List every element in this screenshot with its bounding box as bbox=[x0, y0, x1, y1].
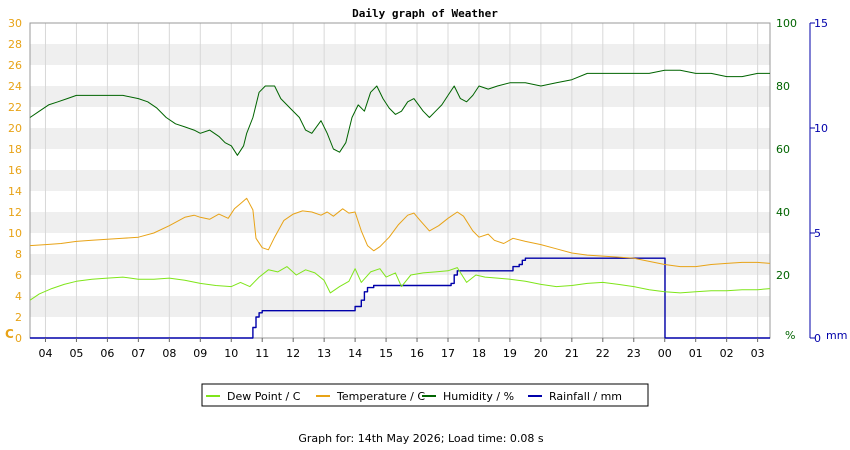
x-tick-label: 04 bbox=[38, 347, 52, 360]
humidity-tick-label: 60 bbox=[776, 143, 790, 156]
left-tick-label: 6 bbox=[15, 269, 22, 282]
legend-label-humidity: Humidity / % bbox=[443, 390, 514, 403]
footer-text: Graph for: 14th May 2026; Load time: 0.0… bbox=[298, 432, 544, 445]
plot-band bbox=[30, 296, 770, 317]
plot-band bbox=[30, 317, 770, 338]
x-tick-label: 13 bbox=[317, 347, 331, 360]
plot-band bbox=[30, 65, 770, 86]
x-tick-label: 05 bbox=[69, 347, 83, 360]
x-tick-label: 19 bbox=[503, 347, 517, 360]
plot-band bbox=[30, 44, 770, 65]
humidity-series-line bbox=[29, 69, 770, 156]
left-tick-label: 26 bbox=[8, 59, 22, 72]
x-tick-label: 11 bbox=[255, 347, 269, 360]
rain-tick-label: 5 bbox=[814, 227, 821, 240]
rain-tick-label: 0 bbox=[814, 332, 821, 345]
x-tick-label: 23 bbox=[627, 347, 641, 360]
left-tick-label: 30 bbox=[8, 17, 22, 30]
humidity-tick-label: 80 bbox=[776, 80, 790, 93]
x-tick-label: 03 bbox=[751, 347, 765, 360]
humidity-tick-label: 100 bbox=[776, 17, 797, 30]
plot-frame bbox=[29, 22, 771, 339]
x-tick-label: 07 bbox=[131, 347, 145, 360]
left-tick-label: 22 bbox=[8, 101, 22, 114]
left-tick-label: 28 bbox=[8, 38, 22, 51]
plot-band bbox=[30, 149, 770, 170]
temperature-series-line bbox=[29, 197, 771, 268]
plot-band bbox=[30, 107, 770, 128]
rainfall-series-line bbox=[30, 257, 770, 339]
legend: Dew Point / C Temperature / C Humidity / %… bbox=[201, 383, 649, 407]
chart-title: Daily graph of Weather bbox=[352, 7, 498, 20]
x-tick-label: 02 bbox=[720, 347, 734, 360]
left-tick-label: 4 bbox=[15, 290, 22, 303]
x-tick-label: 12 bbox=[286, 347, 300, 360]
legend-label-rainfall: Rainfall / mm bbox=[549, 390, 622, 403]
legend-label-temperature: Temperature / C bbox=[336, 390, 425, 403]
plot-band bbox=[30, 128, 770, 149]
left-tick-label: 0 bbox=[15, 332, 22, 345]
humidity-axis-ticks: 20 40 60 80 100 bbox=[776, 17, 797, 282]
humidity-tick-label: 40 bbox=[776, 206, 790, 219]
x-tick-label: 20 bbox=[534, 347, 548, 360]
left-axis-unit: C bbox=[5, 327, 14, 341]
plot-band bbox=[30, 254, 770, 275]
rain-axis-ticks: 0 5 10 15 bbox=[810, 17, 828, 345]
left-tick-label: 24 bbox=[8, 80, 22, 93]
x-tick-label: 15 bbox=[379, 347, 393, 360]
x-tick-label: 08 bbox=[162, 347, 176, 360]
rain-tick-label: 10 bbox=[814, 122, 828, 135]
humidity-axis-unit: % bbox=[785, 329, 795, 342]
x-axis-ticks: 04 05 06 07 08 09 10 11 12 13 14 15 16 17 18 19 20 21 22 23… bbox=[38, 338, 765, 360]
plot-band bbox=[30, 86, 770, 107]
x-tick-label: 01 bbox=[689, 347, 703, 360]
legend-label-dew: Dew Point / C bbox=[227, 390, 301, 403]
plot-bands bbox=[30, 23, 770, 338]
left-tick-label: 12 bbox=[8, 206, 22, 219]
humidity-tick-label: 20 bbox=[776, 269, 790, 282]
x-tick-label: 22 bbox=[596, 347, 610, 360]
plot-band bbox=[30, 170, 770, 191]
x-tick-label: 17 bbox=[441, 347, 455, 360]
x-tick-label: 09 bbox=[193, 347, 207, 360]
series-layer bbox=[29, 69, 771, 339]
x-tick-label: 18 bbox=[472, 347, 486, 360]
rain-tick-label: 15 bbox=[814, 17, 828, 30]
x-tick-label: 10 bbox=[224, 347, 238, 360]
plot-band bbox=[30, 191, 770, 212]
x-tick-label: 06 bbox=[100, 347, 114, 360]
plot-band bbox=[30, 23, 770, 44]
dew-series-line bbox=[29, 266, 771, 301]
left-tick-label: 16 bbox=[8, 164, 22, 177]
left-tick-label: 18 bbox=[8, 143, 22, 156]
x-tick-label: 14 bbox=[348, 347, 362, 360]
x-tick-label: 16 bbox=[410, 347, 424, 360]
x-tick-label: 21 bbox=[565, 347, 579, 360]
plot-band bbox=[30, 233, 770, 254]
left-tick-label: 8 bbox=[15, 248, 22, 261]
left-tick-label: 20 bbox=[8, 122, 22, 135]
rain-axis-unit: mm bbox=[826, 329, 847, 342]
left-tick-label: 10 bbox=[8, 227, 22, 240]
left-tick-label: 14 bbox=[8, 185, 22, 198]
x-tick-label: 00 bbox=[658, 347, 672, 360]
left-tick-label: 2 bbox=[15, 311, 22, 324]
